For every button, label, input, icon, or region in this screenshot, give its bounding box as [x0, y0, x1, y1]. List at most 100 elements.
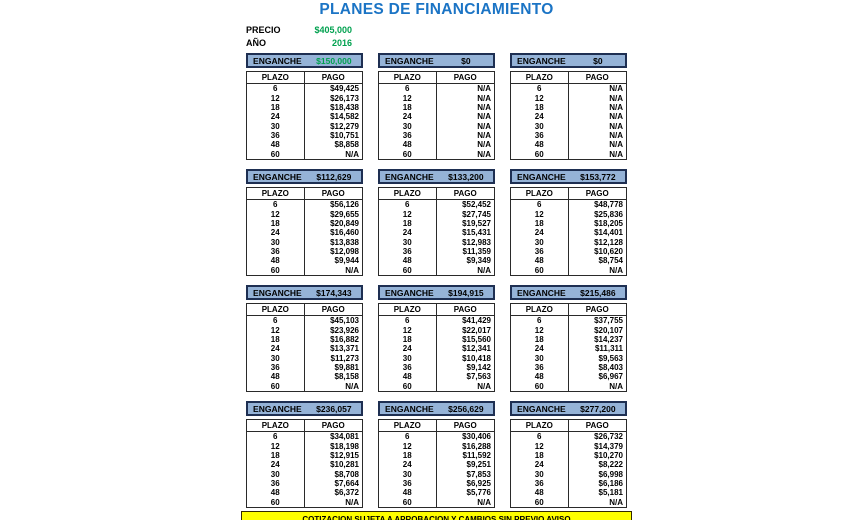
pago-column-header: PAGO [304, 188, 362, 200]
plazo-cell: 60 [511, 497, 569, 507]
plazo-cell: 30 [247, 237, 305, 247]
plazo-pago-table: PLAZO PAGO 6 $45,103 12 $23,926 18 $16,882 24 $13… [246, 303, 363, 392]
plazo-pago-table: PLAZO PAGO 6 $37,755 12 $20,107 18 $14,237 24 $11… [510, 303, 627, 392]
pago-column-header: PAGO [568, 72, 626, 84]
plazo-cell: 6 [379, 84, 437, 94]
enganche-value: $256,629 [448, 403, 484, 414]
plazo-cell: 36 [511, 130, 569, 141]
pago-cell: N/A [477, 112, 491, 122]
plazo-cell: 6 [511, 316, 569, 326]
notice-banner: COTIZACION SUJETA A APROBACION Y CAMBIOS… [241, 511, 632, 520]
pago-cell: $7,563 [466, 372, 491, 382]
anio-label: AÑO [246, 38, 266, 48]
precio-label: PRECIO [246, 25, 281, 35]
plazo-cell: 60 [511, 381, 569, 391]
plan-block: ENGANCHE $153,772 PLAZO PAGO 6 $48,778 12 $25,8… [510, 169, 627, 276]
pago-cell: $5,181 [598, 488, 623, 498]
pago-column-header: PAGO [436, 420, 494, 432]
plazo-cell: 36 [247, 130, 305, 141]
pago-cell: $9,881 [334, 363, 359, 373]
pago-cell: N/A [477, 121, 491, 131]
anio-row: AÑO 2016 [246, 37, 352, 50]
enganche-label: ENGANCHE [517, 171, 566, 182]
pago-column-header: PAGO [304, 304, 362, 316]
enganche-header: ENGANCHE $277,200 [510, 401, 627, 416]
plazo-column-header: PLAZO [247, 304, 305, 316]
pago-cell: N/A [477, 131, 491, 141]
plazo-cell: 12 [379, 325, 437, 335]
enganche-header: ENGANCHE $174,343 [246, 285, 363, 300]
pago-cell: $14,379 [594, 441, 623, 451]
pago-cell: $15,560 [462, 334, 491, 344]
enganche-label: ENGANCHE [517, 55, 566, 66]
pago-cell: $11,359 [462, 247, 491, 257]
pago-cell: N/A [609, 121, 623, 131]
pago-cell: $23,926 [330, 325, 359, 335]
plazo-cell: 12 [379, 93, 437, 103]
plazo-cell: 48 [379, 256, 437, 266]
plazo-cell: 36 [379, 246, 437, 257]
plazo-cell: 30 [511, 237, 569, 247]
enganche-label: ENGANCHE [385, 171, 434, 182]
plazo-cell: 24 [379, 460, 437, 470]
plazo-cell: 18 [379, 334, 437, 345]
plazo-pago-table: PLAZO PAGO 6 $41,429 12 $22,017 18 $15,560 24 $12… [378, 303, 495, 392]
plazo-cell: 30 [247, 353, 305, 363]
plan-block: ENGANCHE $215,486 PLAZO PAGO 6 $37,755 12 $20,1… [510, 285, 627, 392]
plazo-cell: 12 [511, 441, 569, 451]
plazo-cell: 24 [247, 344, 305, 354]
pago-cell: $6,186 [598, 479, 623, 489]
plazo-cell: 60 [379, 497, 437, 507]
plazo-cell: 30 [511, 353, 569, 363]
pago-cell: $8,754 [598, 256, 623, 266]
pago-cell: N/A [609, 131, 623, 141]
enganche-value: $236,057 [316, 403, 352, 414]
plazo-column-header: PLAZO [379, 72, 437, 84]
plazo-pago-table: PLAZO PAGO 6 N/A 12 N/A 18 N/A 24 N/A 30 N/A 36 N/A 48… [378, 71, 495, 160]
pago-cell: $18,205 [594, 218, 623, 228]
enganche-value: $112,629 [316, 171, 352, 182]
pago-cell: $49,425 [330, 84, 359, 94]
plazo-cell: 18 [379, 218, 437, 229]
pago-cell: $16,460 [330, 228, 359, 238]
pago-cell: $15,431 [462, 228, 491, 238]
plazo-cell: 12 [247, 93, 305, 103]
enganche-header: ENGANCHE $256,629 [378, 401, 495, 416]
plazo-cell: 18 [511, 450, 569, 461]
enganche-value: $194,915 [448, 287, 484, 298]
pago-cell: N/A [345, 149, 359, 159]
pago-cell: $10,620 [594, 247, 623, 257]
plazo-cell: 36 [379, 130, 437, 141]
pago-cell: N/A [477, 497, 491, 507]
enganche-header: ENGANCHE $0 [378, 53, 495, 68]
plazo-pago-table: PLAZO PAGO 6 N/A 12 N/A 18 N/A 24 N/A 30 N/A 36 N/A 48… [510, 71, 627, 160]
plazo-cell: 48 [247, 140, 305, 150]
pago-cell: $26,732 [594, 432, 623, 442]
plazo-cell: 18 [247, 450, 305, 461]
enganche-value: $277,200 [580, 403, 616, 414]
plazo-cell: 30 [379, 237, 437, 247]
enganche-header: ENGANCHE $215,486 [510, 285, 627, 300]
plazo-pago-table: PLAZO PAGO 6 $30,406 12 $16,288 18 $11,592 24 $9,… [378, 419, 495, 508]
enganche-value: $174,343 [316, 287, 352, 298]
pago-cell: $9,944 [334, 256, 359, 266]
plazo-cell: 12 [247, 209, 305, 219]
pago-cell: N/A [477, 381, 491, 391]
pago-cell: $12,128 [594, 237, 623, 247]
pago-cell: $6,998 [598, 469, 623, 479]
plazo-pago-table: PLAZO PAGO 6 $34,081 12 $18,198 18 $12,915 24 $10… [246, 419, 363, 508]
plazo-cell: 6 [379, 316, 437, 326]
plazo-cell: 36 [247, 246, 305, 257]
plazo-cell: 18 [511, 102, 569, 113]
pago-cell: $7,853 [466, 469, 491, 479]
plan-block: ENGANCHE $256,629 PLAZO PAGO 6 $30,406 12 $16,2… [378, 401, 495, 508]
enganche-header: ENGANCHE $112,629 [246, 169, 363, 184]
pago-column-header: PAGO [436, 304, 494, 316]
pago-cell: $16,288 [462, 441, 491, 451]
plazo-cell: 60 [247, 381, 305, 391]
plazo-cell: 6 [247, 84, 305, 94]
pago-cell: N/A [609, 84, 623, 94]
pago-cell: $22,017 [462, 325, 491, 335]
pago-cell: N/A [477, 84, 491, 94]
plazo-cell: 48 [247, 488, 305, 498]
